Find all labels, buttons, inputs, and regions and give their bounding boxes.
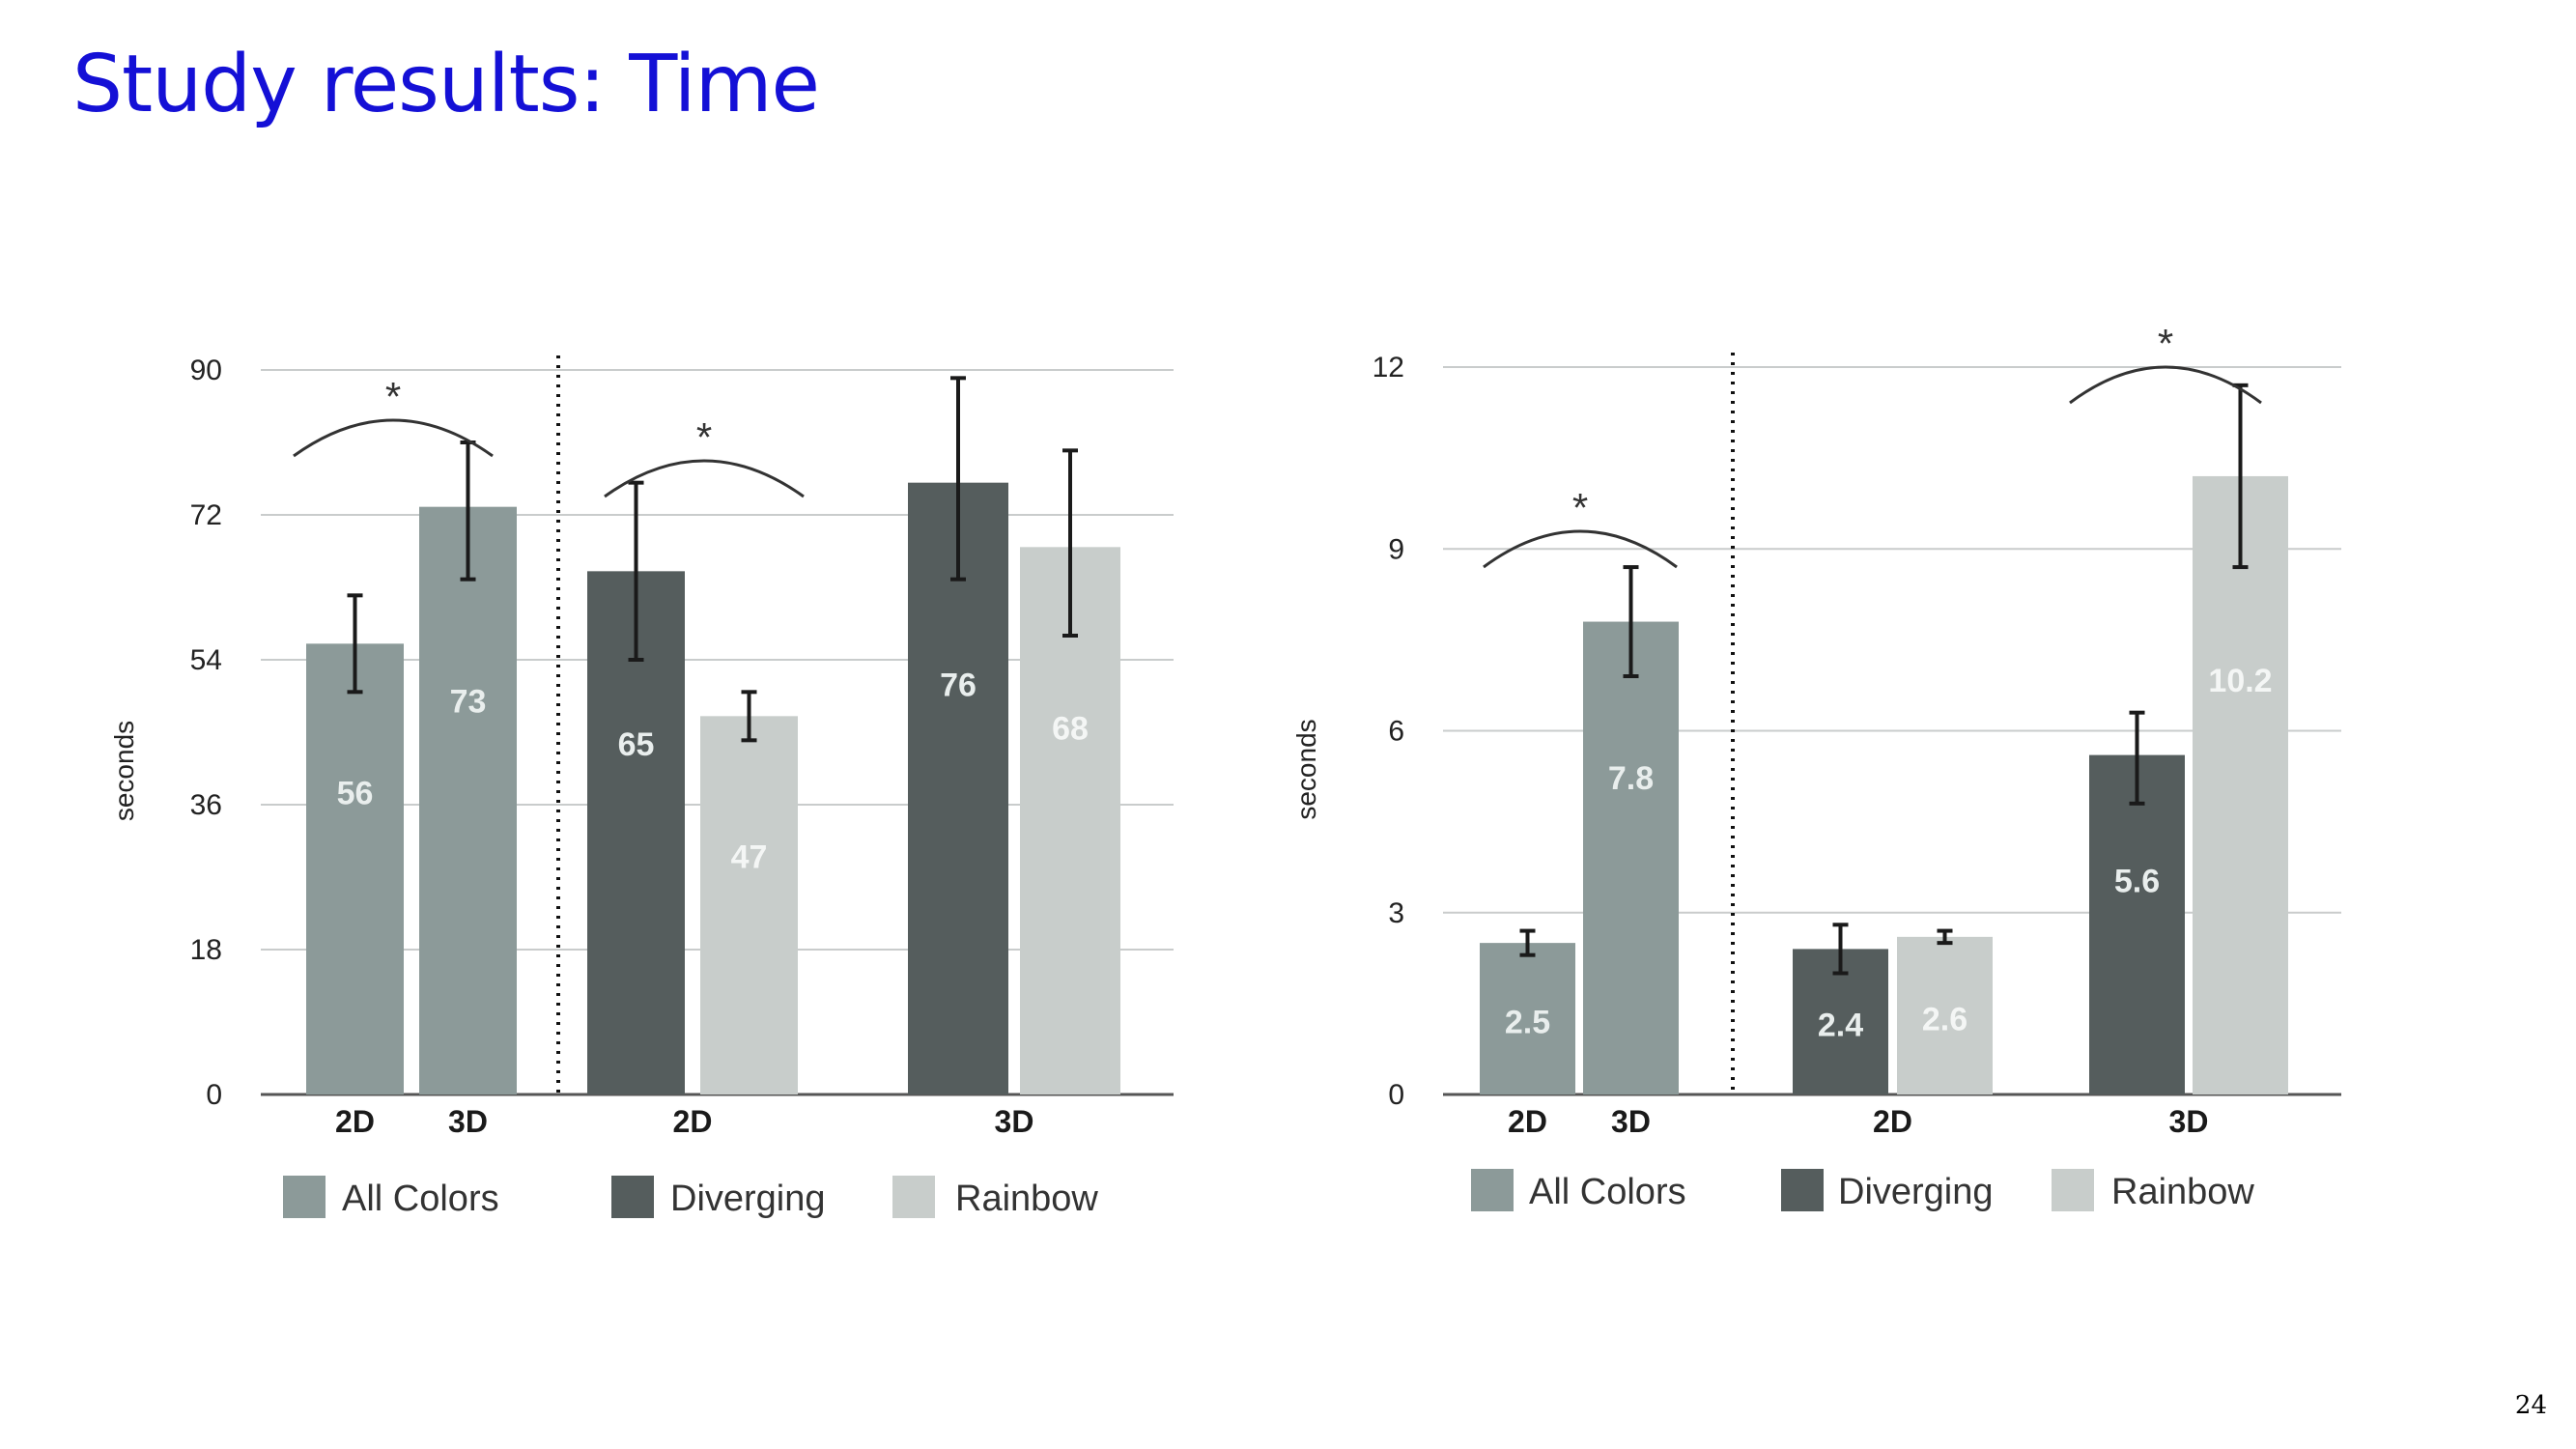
y-tick-label: 0: [1388, 1079, 1404, 1111]
y-axis-label: seconds: [109, 721, 139, 821]
x-tick-label: 2D: [335, 1104, 375, 1139]
legend-label: All Colors: [342, 1179, 499, 1219]
data-label: 56: [337, 775, 374, 811]
time-chart-right: 0 3 6 9 12 seconds 2.5 2D 7.8 3D 2.4 2.6 2D 5.6 10.2 3D…: [1291, 321, 2341, 1212]
significance-bracket: [604, 459, 805, 498]
legend-label: Diverging: [1838, 1172, 1994, 1212]
data-label: 2.4: [1818, 1008, 1863, 1044]
data-label: 76: [940, 668, 977, 704]
y-tick-label: 72: [190, 499, 222, 531]
bar: [1897, 936, 1993, 1094]
significance-marker: *: [696, 414, 712, 460]
x-tick-label: 3D: [1611, 1104, 1651, 1139]
legend-label: Rainbow: [2111, 1172, 2254, 1212]
y-tick-label: 12: [1373, 352, 1404, 384]
x-group-label: 2D: [673, 1104, 713, 1139]
y-tick-label: 18: [190, 934, 222, 966]
data-label: 47: [731, 838, 768, 875]
data-label: 10.2: [2208, 663, 2272, 699]
y-tick-label: 0: [206, 1079, 222, 1111]
bar: [2089, 754, 2185, 1094]
data-label: 7.8: [1608, 760, 1654, 797]
x-tick-label: 3D: [448, 1104, 488, 1139]
data-label: 2.6: [1922, 1002, 1967, 1038]
data-label: 65: [618, 726, 655, 763]
time-chart-left: 0 18 36 54 72 90 seconds 56 2D 73 3D 65 47 2D 76 68 3D * *…: [109, 355, 1174, 1219]
y-tick-label: 3: [1388, 897, 1404, 929]
significance-marker: *: [2158, 321, 2173, 366]
legend-swatch: [892, 1176, 935, 1218]
bar: [1020, 547, 1120, 1094]
significance-marker: *: [1572, 485, 1588, 530]
legend-swatch: [2052, 1169, 2094, 1211]
slide-title: Study results: Time: [72, 39, 820, 130]
significance-bracket: [1483, 529, 1678, 569]
legend-label: All Colors: [1529, 1172, 1686, 1212]
bar: [700, 716, 798, 1094]
y-tick-label: 36: [190, 789, 222, 821]
bar: [1480, 943, 1575, 1094]
significance-marker: *: [385, 374, 401, 419]
x-group-label: 3D: [995, 1104, 1034, 1139]
page-number: 24: [2514, 1391, 2547, 1420]
data-label: 73: [450, 683, 487, 720]
legend-label: Rainbow: [955, 1179, 1098, 1219]
y-tick-label: 9: [1388, 533, 1404, 565]
legend-swatch: [1781, 1169, 1824, 1211]
y-axis-label: seconds: [1291, 719, 1321, 819]
x-group-label: 3D: [2169, 1104, 2209, 1139]
legend-swatch: [1471, 1169, 1514, 1211]
legend-swatch: [283, 1176, 326, 1218]
legend-label: Diverging: [670, 1179, 826, 1219]
bar: [306, 643, 404, 1094]
significance-bracket: [293, 418, 494, 458]
bar: [419, 506, 517, 1094]
y-tick-label: 90: [190, 355, 222, 386]
y-tick-label: 54: [190, 644, 222, 676]
data-label: 68: [1052, 710, 1089, 747]
bar: [1583, 621, 1679, 1094]
significance-bracket: [2069, 365, 2262, 405]
x-tick-label: 2D: [1508, 1104, 1547, 1139]
data-label: 5.6: [2114, 864, 2160, 900]
bar: [908, 482, 1008, 1094]
legend-swatch: [611, 1176, 654, 1218]
bar: [2193, 475, 2288, 1094]
data-label: 2.5: [1505, 1005, 1550, 1041]
x-group-label: 2D: [1873, 1104, 1912, 1139]
y-tick-label: 6: [1388, 716, 1404, 748]
